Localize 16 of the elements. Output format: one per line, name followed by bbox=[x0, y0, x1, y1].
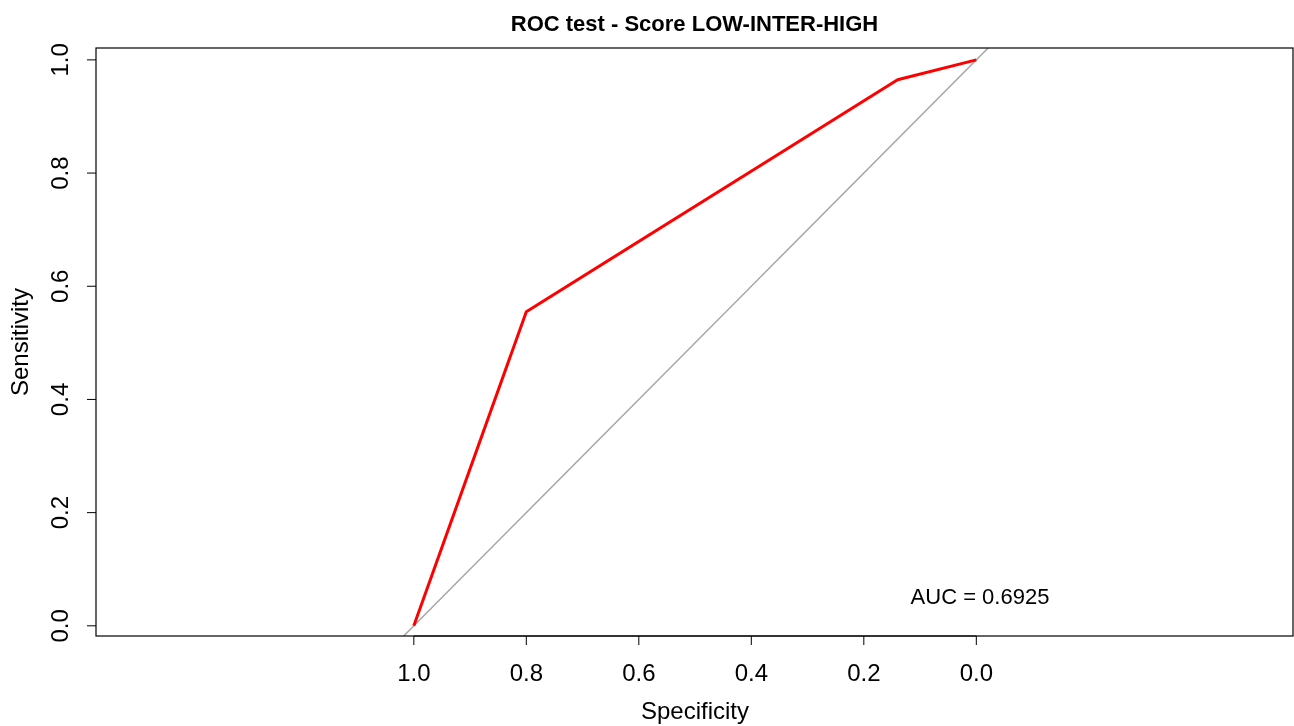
x-tick-label: 0.6 bbox=[622, 659, 656, 686]
x-tick-label: 0.0 bbox=[959, 659, 993, 686]
x-axis-title: Specificity bbox=[640, 697, 750, 724]
x-tick-label: 1.0 bbox=[397, 659, 431, 686]
annotation: AUC = 0.6925 bbox=[910, 584, 1050, 609]
x-tick-label: 0.4 bbox=[734, 659, 768, 686]
y-tick-label: 0.4 bbox=[46, 382, 73, 417]
x-tick-label: 0.8 bbox=[509, 659, 543, 686]
y-tick-label: 1.0 bbox=[46, 43, 73, 77]
y-axis-title: Sensitivity bbox=[6, 287, 33, 397]
y-tick-label: 0.0 bbox=[46, 609, 73, 643]
y-tick-label: 0.8 bbox=[46, 156, 73, 190]
y-tick-label: 0.2 bbox=[46, 495, 73, 530]
x-tick-label: 0.2 bbox=[847, 659, 881, 686]
y-tick-label: 0.6 bbox=[46, 269, 73, 303]
chart-title: ROC test - Score LOW-INTER-HIGH bbox=[510, 11, 879, 36]
